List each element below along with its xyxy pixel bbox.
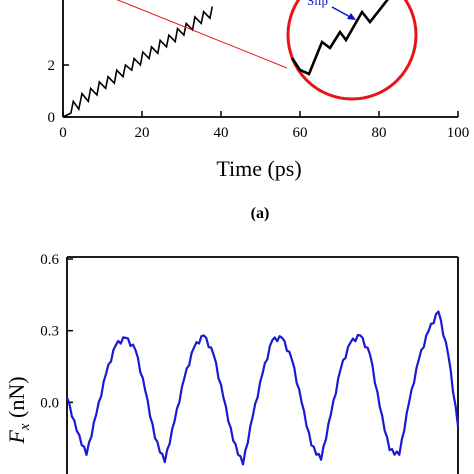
top-x-tick-label: 60 [293,125,308,141]
slip-arrowhead [347,13,356,20]
inset-trace [290,0,389,76]
top-y-tick-label: 2 [48,58,56,74]
top-x-tick-label: 40 [214,125,229,141]
panel-b-chart: 0.6 0.3 0.0 Fx (nN) [4,252,460,474]
bottom-y-tick-label: 0.0 [40,395,59,411]
top-x-tick-label: 80 [372,125,387,141]
slip-arrow [331,6,353,19]
top-x-tick-label: 0 [59,125,67,141]
bottom-y-tick-label: 0.3 [40,324,59,340]
top-x-tick-label: 100 [447,125,470,141]
bottom-series-line [65,310,460,466]
top-series-line [62,6,214,118]
bottom-panel-y-axis-title: Fx (nN) [4,376,33,444]
top-x-tick-label: 20 [135,125,150,141]
top-panel-x-axis-title: Time (ps) [216,156,301,181]
bottom-y-tick-label: 0.6 [40,252,59,268]
slip-annotation: Slip [307,0,328,8]
panel-a-chart: 0 20 40 60 80 100 0 2 Slip Time (ps) (a) [48,0,470,222]
inset-connector-line [116,0,288,69]
top-y-tick-label: 0 [48,110,56,126]
inset-circle [286,0,418,101]
panel-a-label: (a) [251,205,270,222]
